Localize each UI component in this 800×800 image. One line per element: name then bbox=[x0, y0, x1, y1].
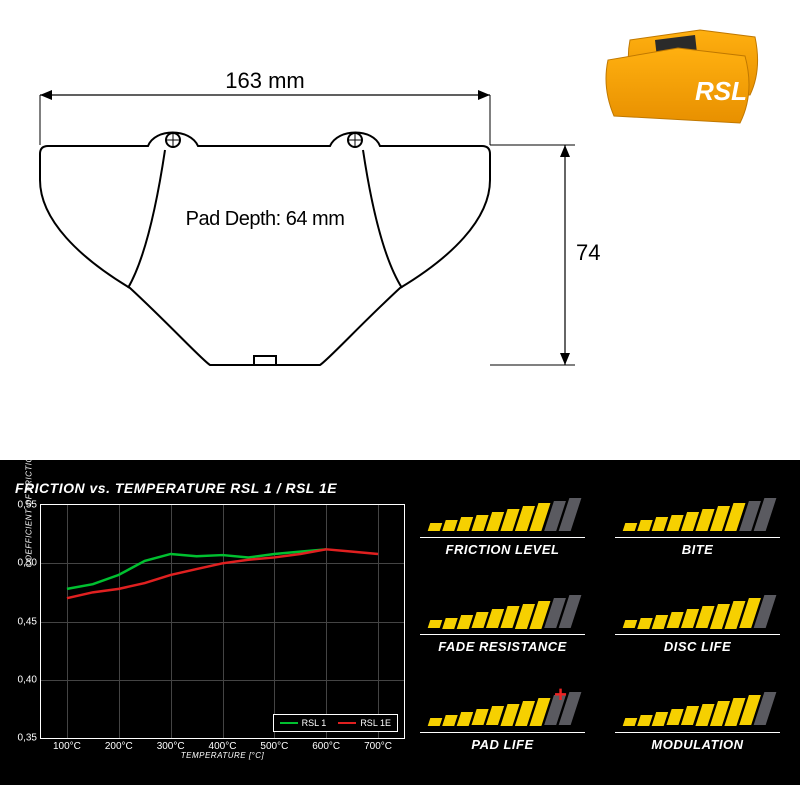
rating-label: PAD LIFE bbox=[420, 732, 585, 752]
rating-bar bbox=[637, 618, 653, 629]
rating-bite: BITE bbox=[615, 495, 780, 570]
rating-bar bbox=[442, 715, 458, 726]
rating-fade-resistance: FADE RESISTANCE bbox=[420, 592, 585, 667]
product-logo-text: RSL bbox=[695, 76, 747, 106]
pad-depth-label: Pad Depth: 64 mm bbox=[186, 208, 345, 230]
x-tick: 300°C bbox=[157, 741, 185, 752]
rating-disc-life: DISC LIFE bbox=[615, 592, 780, 667]
width-dimension: 163 mm bbox=[225, 70, 304, 93]
product-thumbnail: RSL bbox=[600, 20, 770, 130]
rating-label: MODULATION bbox=[615, 732, 780, 752]
rating-bar bbox=[457, 517, 473, 531]
brake-pad-drawing: 163 mm 74,3 mm Pad Depth: 64 mm bbox=[20, 70, 600, 400]
height-dimension: 74,3 mm bbox=[576, 240, 600, 265]
x-tick: 600°C bbox=[312, 741, 340, 752]
y-tick: 0,40 bbox=[18, 674, 37, 685]
rating-bar bbox=[623, 523, 638, 531]
rating-label: FRICTION LEVEL bbox=[420, 537, 585, 557]
rating-label: DISC LIFE bbox=[615, 634, 780, 654]
rating-bar bbox=[428, 718, 443, 726]
rating-bar bbox=[637, 715, 653, 726]
x-tick: 700°C bbox=[364, 741, 392, 752]
technical-drawing-section: RSL bbox=[0, 0, 800, 440]
rating-modulation: MODULATION bbox=[615, 690, 780, 765]
rating-pad-life: +PAD LIFE bbox=[420, 690, 585, 765]
rating-bar bbox=[428, 620, 443, 628]
x-axis-label: TEMPERATURE [°C] bbox=[181, 751, 265, 760]
friction-chart-area: FRICTION vs. TEMPERATURE RSL 1 / RSL 1E … bbox=[0, 460, 410, 785]
rating-bar bbox=[623, 718, 638, 726]
performance-panel: FRICTION vs. TEMPERATURE RSL 1 / RSL 1E … bbox=[0, 460, 800, 785]
y-tick: 0,35 bbox=[18, 733, 37, 744]
y-tick: 0,55 bbox=[18, 500, 37, 511]
rating-bar bbox=[442, 618, 458, 629]
y-tick: 0,50 bbox=[18, 558, 37, 569]
rating-bar bbox=[652, 517, 668, 531]
chart-legend: RSL 1 RSL 1E bbox=[273, 714, 398, 732]
rating-label: BITE bbox=[615, 537, 780, 557]
rating-friction-level: FRICTION LEVEL bbox=[420, 495, 585, 570]
chart-title: FRICTION vs. TEMPERATURE RSL 1 / RSL 1E bbox=[15, 480, 400, 496]
chart-plot bbox=[41, 505, 404, 738]
rating-bar bbox=[623, 620, 638, 628]
x-tick: 200°C bbox=[105, 741, 133, 752]
rating-bar bbox=[637, 520, 653, 531]
x-tick: 100°C bbox=[53, 741, 81, 752]
friction-chart: COEFFICIENT OF FRICTION TEMPERATURE [°C]… bbox=[40, 504, 405, 739]
rating-bar bbox=[428, 523, 443, 531]
plus-icon: + bbox=[554, 682, 567, 708]
ratings-grid: FRICTION LEVEL BITE FADE RESISTANCE DISC LI… bbox=[410, 460, 800, 785]
x-tick: 500°C bbox=[260, 741, 288, 752]
series-RSL-1E bbox=[67, 549, 378, 598]
rating-bar bbox=[442, 520, 458, 531]
x-tick: 400°C bbox=[209, 741, 237, 752]
y-tick: 0,45 bbox=[18, 616, 37, 627]
legend-item: RSL 1E bbox=[338, 718, 391, 728]
rating-label: FADE RESISTANCE bbox=[420, 634, 585, 654]
legend-item: RSL 1 bbox=[280, 718, 327, 728]
